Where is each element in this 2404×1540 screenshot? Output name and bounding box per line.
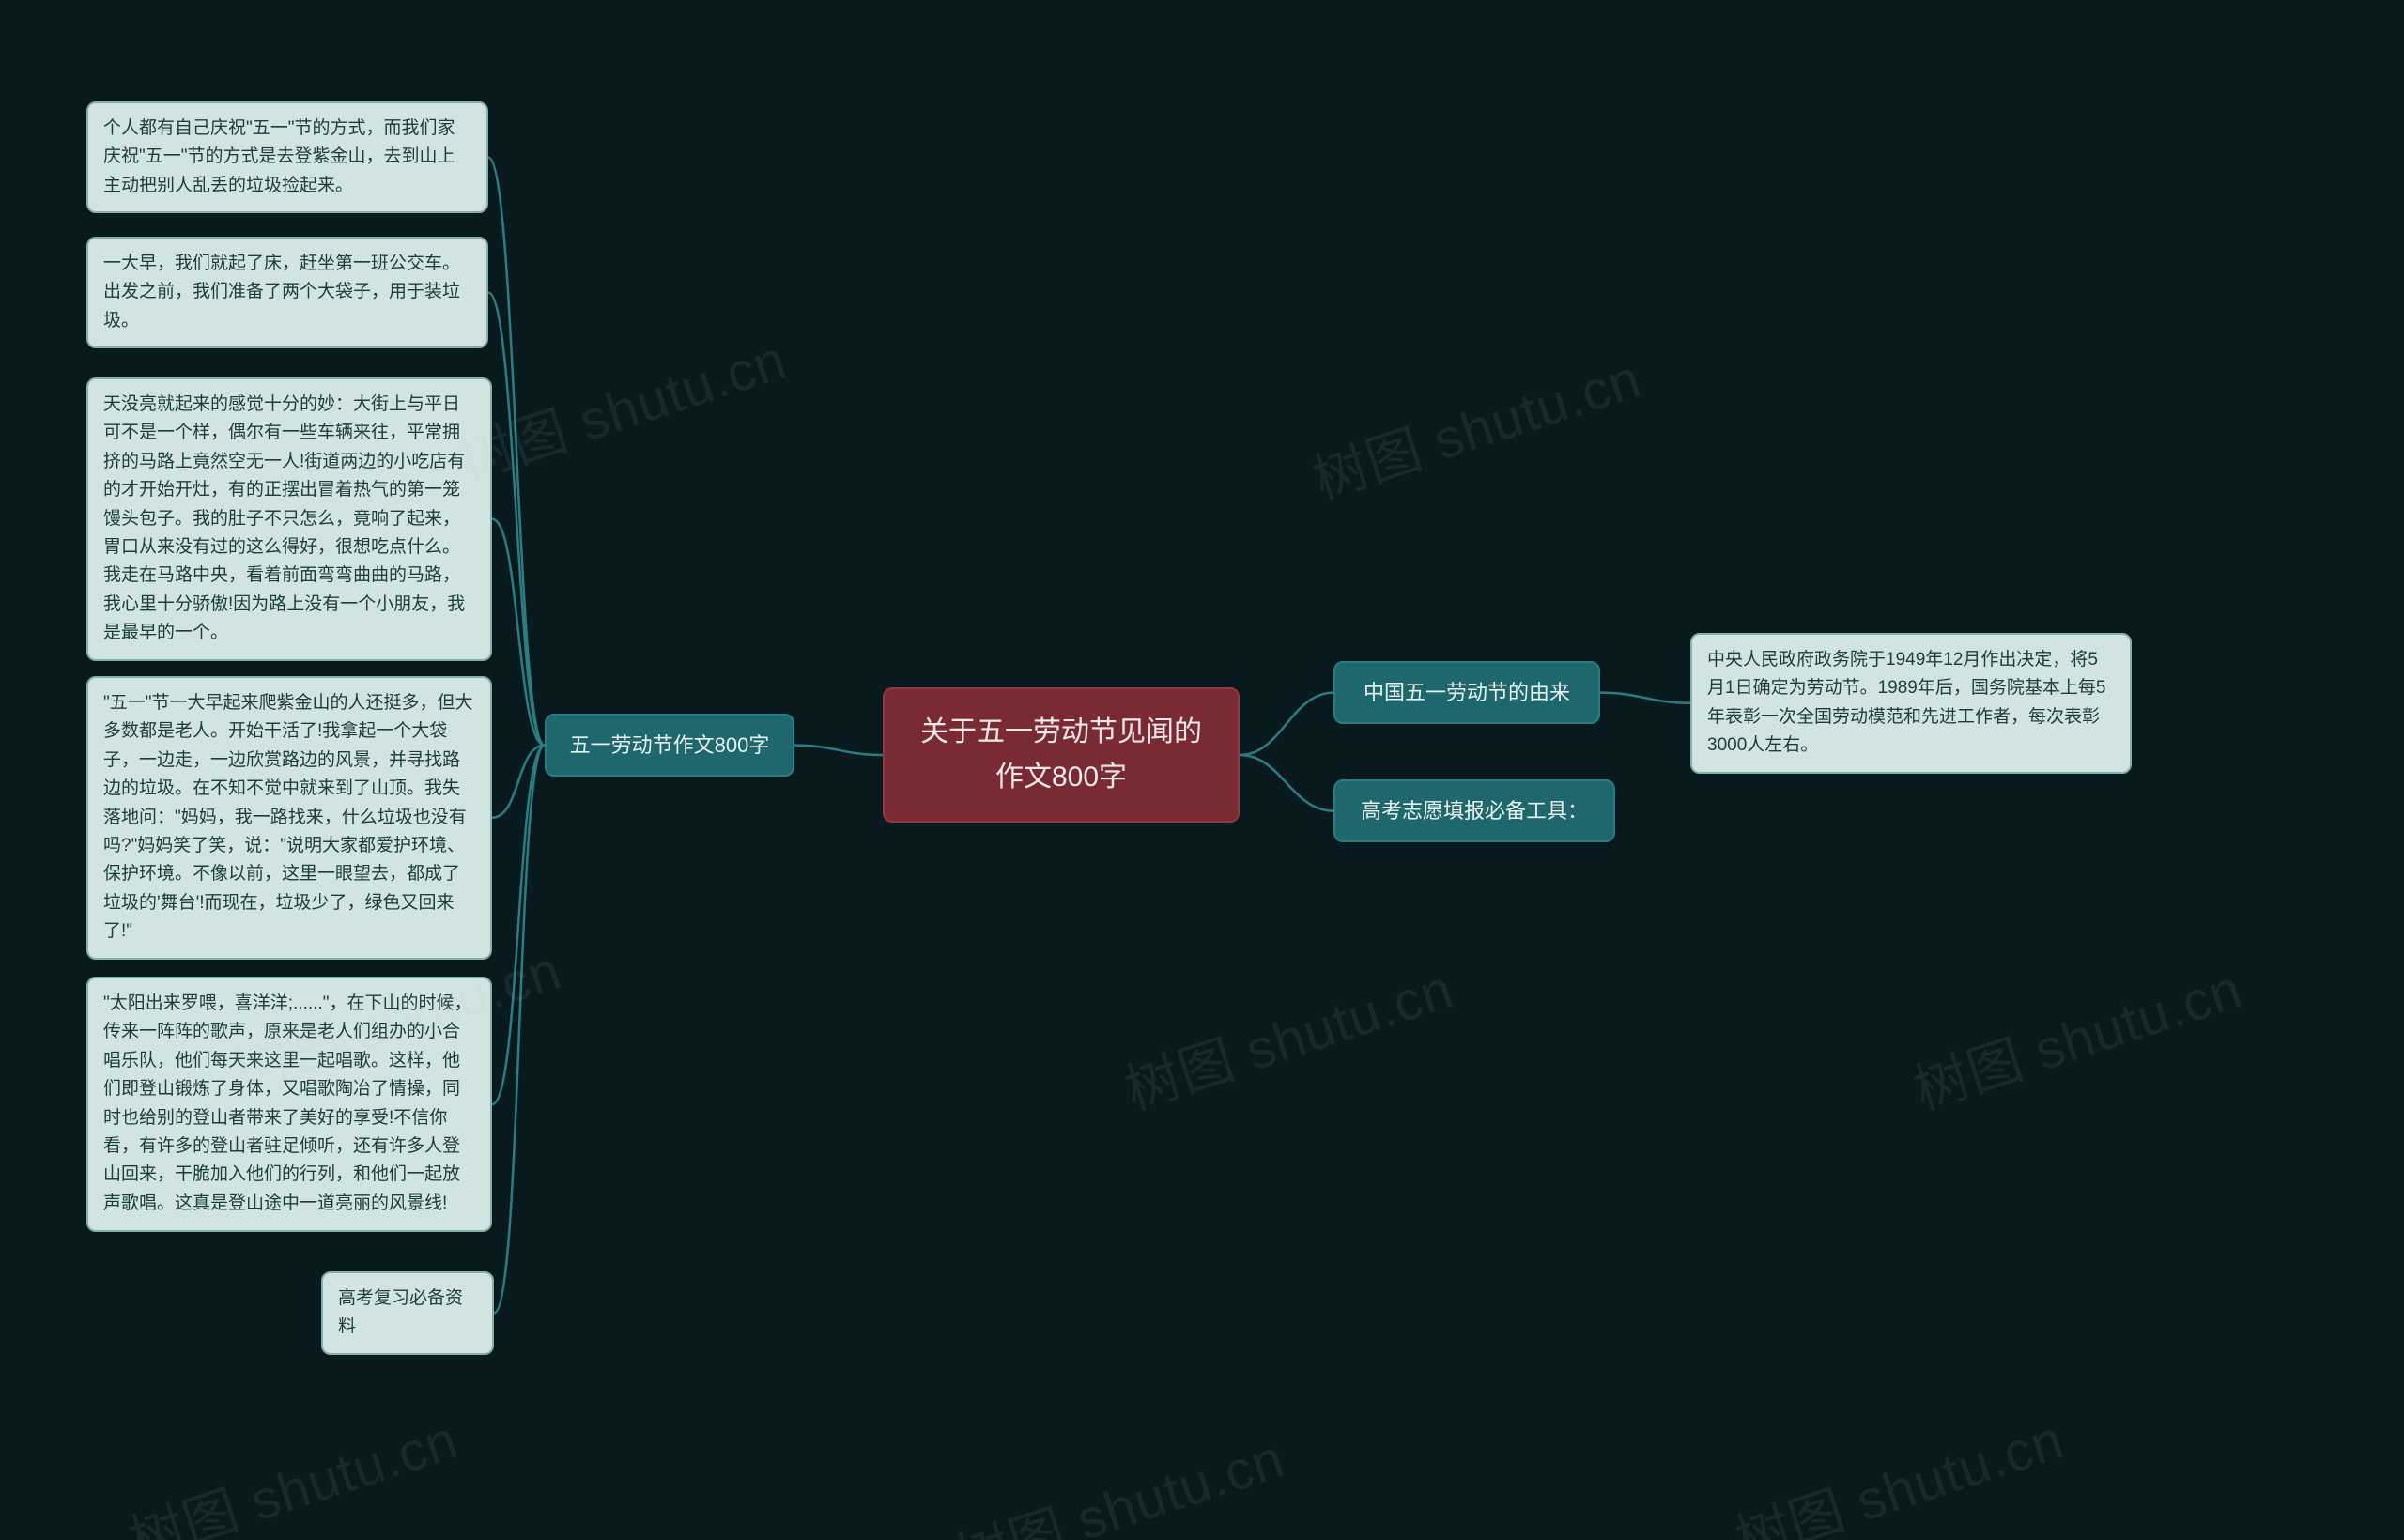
root-node[interactable]: 关于五一劳动节见闻的作文800字 — [883, 687, 1240, 823]
connector — [1240, 693, 1333, 755]
connector — [794, 746, 883, 755]
branch-left[interactable]: 五一劳动节作文800字 — [545, 714, 794, 777]
watermark: 树图 shutu.cn — [1114, 945, 1462, 1125]
connector — [492, 746, 545, 1104]
leaf-l6[interactable]: 高考复习必备资料 — [321, 1271, 494, 1355]
connector — [492, 746, 545, 818]
leaf-l4[interactable]: "五一"节一大早起来爬紫金山的人还挺多，但大多数都是老人。开始干活了!我拿起一个… — [86, 676, 492, 960]
connector — [492, 519, 545, 746]
connector — [488, 293, 545, 746]
watermark: 树图 shutu.cn — [1302, 334, 1650, 515]
connector — [1240, 755, 1333, 811]
leaf-l5[interactable]: "太阳出来罗喂，喜洋洋;......"，在下山的时候，传来一阵阵的歌声，原来是老… — [86, 977, 492, 1232]
connector — [488, 158, 545, 746]
watermark: 树图 shutu.cn — [1724, 1395, 2073, 1540]
leaf-l1[interactable]: 个人都有自己庆祝"五一"节的方式，而我们家庆祝"五一"节的方式是去登紫金山，去到… — [86, 101, 488, 213]
leaf-l2[interactable]: 一大早，我们就起了床，赶坐第一班公交车。出发之前，我们准备了两个大袋子，用于装垃… — [86, 237, 488, 348]
watermark: 树图 shutu.cn — [118, 1395, 467, 1540]
leaf-l3[interactable]: 天没亮就起来的感觉十分的妙：大街上与平日可不是一个样，偶尔有一些车辆来往，平常拥… — [86, 377, 492, 661]
branch-right-2[interactable]: 高考志愿填报必备工具： — [1333, 779, 1615, 842]
watermark: 树图 shutu.cn — [945, 1414, 1293, 1540]
watermark: 树图 shutu.cn — [447, 316, 795, 496]
leaf-right-1[interactable]: 中央人民政府政务院于1949年12月作出决定，将5月1日确定为劳动节。1989年… — [1690, 633, 2132, 774]
watermark: 树图 shutu.cn — [1903, 945, 2251, 1125]
connector — [1600, 693, 1690, 703]
connector — [494, 746, 545, 1314]
branch-right-1[interactable]: 中国五一劳动节的由来 — [1333, 661, 1600, 724]
